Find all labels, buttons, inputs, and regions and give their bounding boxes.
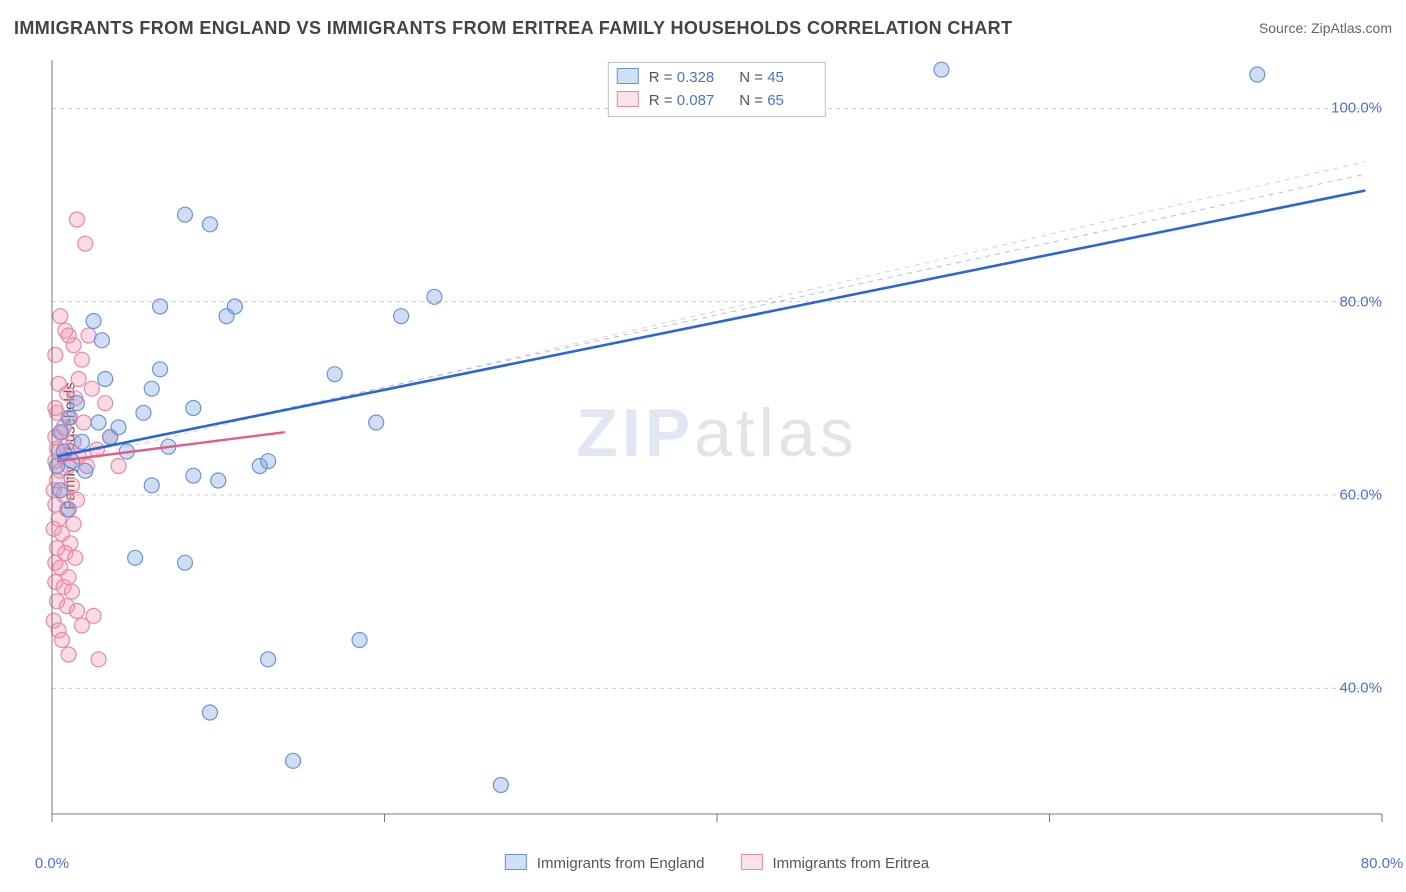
r-label: R = bbox=[649, 92, 673, 109]
source-label: Source: bbox=[1259, 20, 1307, 36]
plot-area: ZIPatlas R = 0.328 N = 45R = 0.087 N = 6… bbox=[42, 54, 1392, 844]
legend-swatch-england bbox=[505, 854, 527, 870]
r-label: R = bbox=[649, 69, 673, 86]
x-tick-label: 0.0% bbox=[35, 855, 69, 872]
legend-item-england: Immigrants from England bbox=[505, 855, 705, 872]
x-tick-label: 80.0% bbox=[1361, 855, 1404, 872]
legend-label: Immigrants from England bbox=[537, 855, 705, 872]
y-tick-label: 100.0% bbox=[1331, 100, 1382, 117]
stats-row-eritrea: R = 0.087 N = 65 bbox=[617, 90, 817, 113]
r-value: 0.328 bbox=[677, 67, 727, 90]
n-label: N = bbox=[739, 92, 763, 109]
source-attribution: Source: ZipAtlas.com bbox=[1259, 20, 1392, 36]
stats-box: R = 0.328 N = 45R = 0.087 N = 65 bbox=[608, 62, 826, 117]
chart-svg bbox=[42, 54, 1392, 844]
chart-title: IMMIGRANTS FROM ENGLAND VS IMMIGRANTS FR… bbox=[14, 18, 1012, 38]
bottom-legend: Immigrants from England Immigrants from E… bbox=[487, 854, 947, 872]
n-value: 65 bbox=[767, 90, 817, 113]
legend-item-eritrea: Immigrants from Eritrea bbox=[740, 855, 929, 872]
legend-swatch-eritrea bbox=[740, 854, 762, 870]
source-link[interactable]: ZipAtlas.com bbox=[1311, 20, 1392, 36]
stats-row-england: R = 0.328 N = 45 bbox=[617, 67, 817, 90]
r-value: 0.087 bbox=[677, 90, 727, 113]
n-value: 45 bbox=[767, 67, 817, 90]
legend-label: Immigrants from Eritrea bbox=[772, 855, 929, 872]
y-tick-label: 40.0% bbox=[1339, 680, 1382, 697]
legend-swatch-eritrea bbox=[617, 91, 639, 107]
chart-header: IMMIGRANTS FROM ENGLAND VS IMMIGRANTS FR… bbox=[14, 18, 1392, 46]
legend-swatch-england bbox=[617, 68, 639, 84]
y-tick-label: 60.0% bbox=[1339, 487, 1382, 504]
y-tick-label: 80.0% bbox=[1339, 293, 1382, 310]
n-label: N = bbox=[739, 69, 763, 86]
